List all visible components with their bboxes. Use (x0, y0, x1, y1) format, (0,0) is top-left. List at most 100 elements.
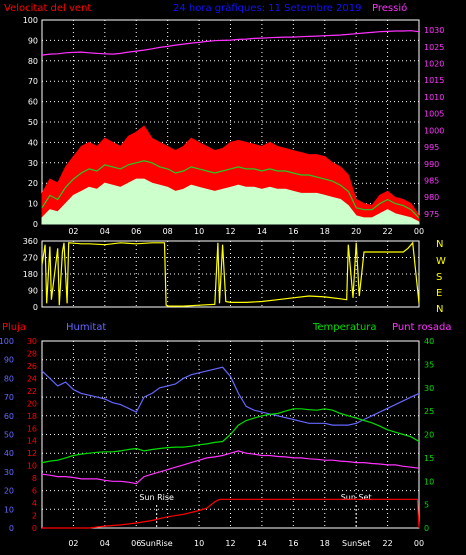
temperature-tick: 0 (424, 524, 429, 533)
temperature-tick: 5 (424, 501, 429, 510)
wind_min-line (41, 178, 420, 225)
humidity-tick: 30 (4, 468, 14, 477)
direction-tick: 270 (23, 254, 38, 263)
pressure-label: Pressió (372, 2, 407, 14)
wind-pressure-x-axis: 02 04 06 08 10 12 14 16 18 20 22 00 (68, 227, 424, 236)
wind-x-tick: 04 (100, 227, 110, 236)
temperature-tick: 10 (424, 477, 434, 486)
direction-tick: 0 (33, 303, 38, 312)
climate-x-tick: 16 (288, 539, 298, 548)
climate-x-tick: 14 (257, 539, 267, 548)
pressure-line (41, 30, 420, 56)
wind-pressure-series (41, 30, 420, 225)
climate-x-tick: 12 (225, 539, 235, 548)
direction-axis: 0 90 180 270 360 (23, 237, 38, 312)
pressure-tick: 980 (424, 193, 439, 202)
wind-speed-tick: 20 (28, 179, 38, 188)
sunset-tick-label: SunSet (342, 539, 370, 548)
rain-tick: 30 (27, 337, 37, 346)
climate-x-tick: 10 (194, 539, 204, 548)
temperature-axis: 0 5 10 15 20 25 30 35 40 (424, 337, 434, 533)
wind-speed-tick: 10 (28, 200, 38, 209)
humidity-tick: 10 (4, 505, 14, 514)
wind-x-tick: 20 (351, 227, 361, 236)
rain-tick: 12 (27, 449, 37, 458)
pressure-tick: 975 (424, 210, 439, 219)
humidity-tick: 80 (4, 374, 14, 383)
climate-x-tick: 02 (68, 539, 78, 548)
humidity-tick: 40 (4, 449, 14, 458)
wind-speed-tick: 0 (33, 220, 38, 229)
direction-line (41, 241, 420, 307)
sunrise-tick-label: SunRise (141, 539, 173, 548)
pressure-tick: 1020 (424, 59, 444, 68)
rain-tick: 28 (27, 349, 37, 358)
wind-direction-series (41, 241, 420, 307)
wind-speed-tick: 90 (28, 36, 38, 45)
wind-speed-tick: 40 (28, 138, 38, 147)
climate-x-tick: 00 (414, 539, 424, 548)
dewpoint-label: Punt rosada (392, 322, 451, 333)
wind-x-tick: 02 (68, 227, 78, 236)
rain-tick: 6 (32, 487, 37, 496)
rain-tick: 26 (27, 362, 37, 371)
humidity-tick: 50 (4, 431, 14, 440)
wind-speed-axis: 0 10 20 30 40 50 60 70 80 90 100 (23, 16, 38, 229)
climate-x-axis: 02 04 06 10 12 14 16 18 22 00 (68, 539, 424, 548)
pressure-tick: 995 (424, 143, 439, 152)
sunset-label: Sun Set (341, 493, 372, 502)
climate-x-tick: 18 (320, 539, 330, 548)
chart-title: 24 hora gràfiques: 11 Setembre 2019 (173, 2, 362, 14)
compass-w: W (436, 256, 446, 267)
wind-x-tick: 10 (194, 227, 204, 236)
wind-x-tick: 06 (131, 227, 141, 236)
humidity-tick: 90 (4, 356, 14, 365)
sunrise-label: Sun Rise (139, 493, 174, 502)
humidity-tick: 0 (9, 524, 14, 533)
temperature-tick: 35 (424, 360, 434, 369)
wind-speed-label: Velocitat del vent (4, 3, 91, 14)
pressure-tick: 1000 (424, 126, 444, 135)
humidity-label: Humitat (66, 322, 106, 333)
humidity-tick: 60 (4, 412, 14, 421)
temperature-line (41, 408, 420, 464)
wind-x-tick: 18 (320, 227, 330, 236)
rain-tick: 16 (27, 424, 37, 433)
compass-n-top: N (436, 239, 443, 250)
rain-tick: 8 (32, 474, 37, 483)
direction-tick: 90 (28, 287, 38, 296)
climate-x-tick: 04 (100, 539, 110, 548)
humidity-tick: 100 (0, 337, 14, 346)
compass-n-bottom: N (436, 304, 443, 315)
humidity-line (41, 366, 420, 426)
temperature-tick: 15 (424, 454, 434, 463)
wind-speed-tick: 100 (23, 16, 38, 25)
wind-direction-panel: 0 90 180 270 360 N W S E N (23, 237, 446, 315)
direction-tick: 360 (23, 237, 38, 246)
wind-x-tick: 08 (163, 227, 173, 236)
rain-tick: 4 (32, 499, 37, 508)
rain-tick: 22 (27, 387, 37, 396)
rain-tick: 18 (27, 412, 37, 421)
pressure-tick: 1010 (424, 93, 444, 102)
rain-label: Pluja (2, 322, 26, 333)
wind-x-tick: 16 (288, 227, 298, 236)
compass-s: S (436, 272, 442, 283)
compass-labels: N W S E N (436, 239, 446, 315)
direction-tick: 180 (23, 270, 38, 279)
pressure-tick: 1025 (424, 43, 444, 52)
temperature-tick: 40 (424, 337, 434, 346)
pressure-tick: 1005 (424, 110, 444, 119)
wind-speed-tick: 30 (28, 159, 38, 168)
humidity-tick: 70 (4, 393, 14, 402)
rain-tick: 14 (27, 437, 37, 446)
humidity-axis: 0 10 20 30 40 50 60 70 80 90 100 (0, 337, 14, 533)
rain-tick: 10 (27, 462, 37, 471)
dewpoint-line (41, 450, 420, 485)
wind-x-tick: 14 (257, 227, 267, 236)
wind-speed-tick: 50 (28, 118, 38, 127)
